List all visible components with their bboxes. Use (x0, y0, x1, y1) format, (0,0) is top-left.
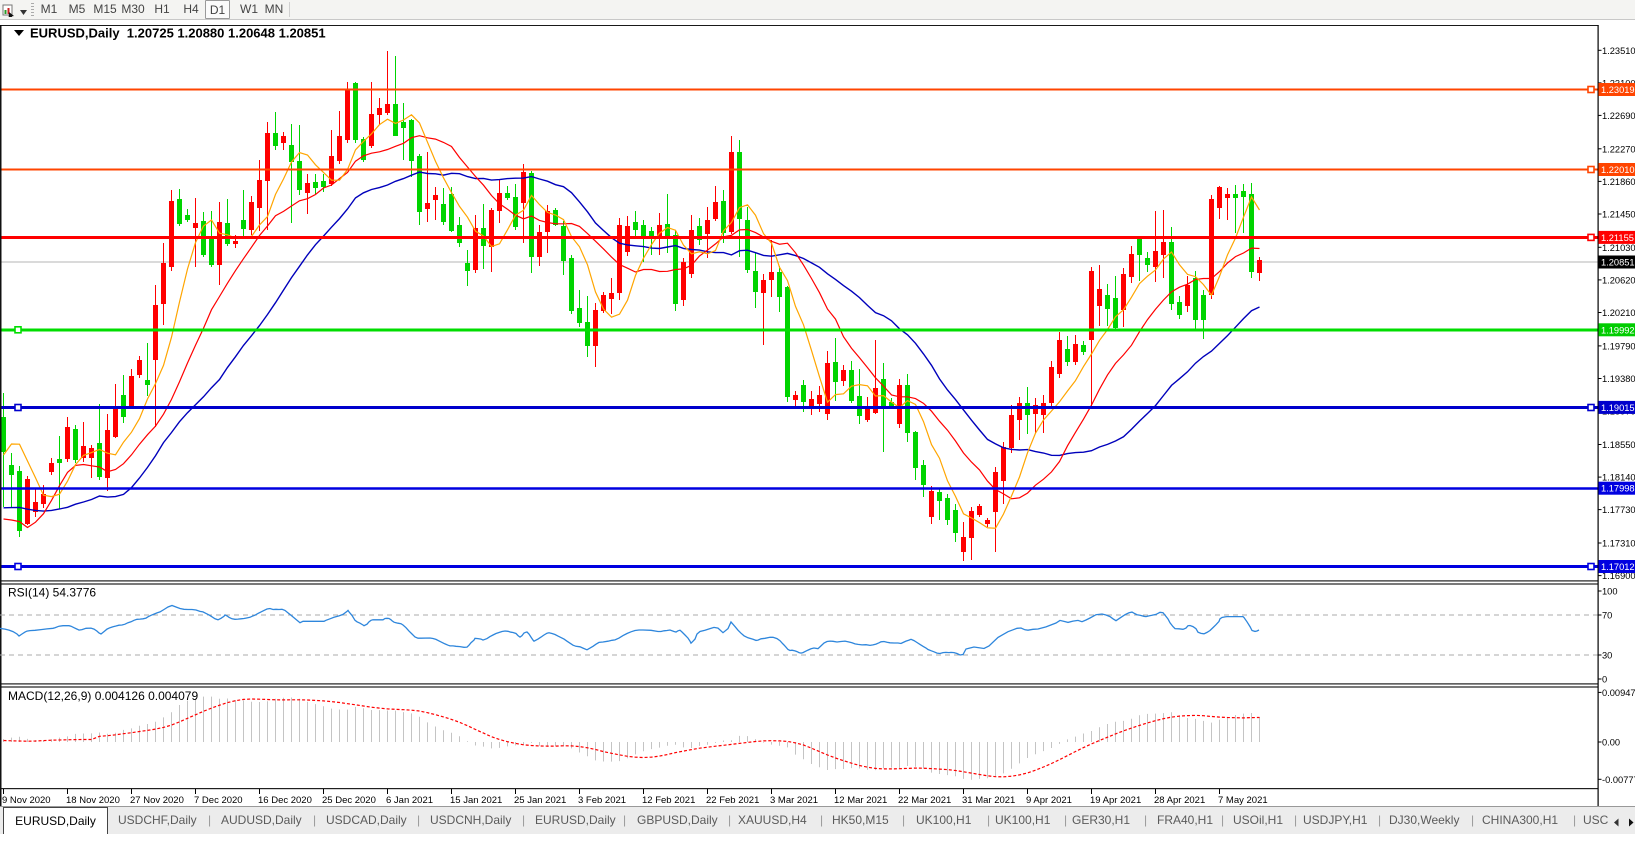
svg-text:1.17012: 1.17012 (1601, 562, 1635, 572)
svg-text:12 Mar 2021: 12 Mar 2021 (834, 795, 887, 806)
svg-text:MACD(12,26,9) 0.004126 0.00407: MACD(12,26,9) 0.004126 0.004079 (8, 689, 198, 703)
svg-text:EURUSD,Daily 1.20725 1.20880: EURUSD,Daily 1.20725 1.20880 1.20648 1.2… (30, 26, 326, 41)
svg-text:9 Apr 2021: 9 Apr 2021 (1026, 795, 1072, 806)
svg-text:1.18140: 1.18140 (1602, 473, 1635, 483)
svg-text:1.21860: 1.21860 (1602, 177, 1635, 187)
svg-text:25 Dec 2020: 25 Dec 2020 (322, 795, 376, 806)
svg-text:7 Dec 2020: 7 Dec 2020 (194, 795, 243, 806)
svg-text:100: 100 (1602, 587, 1618, 597)
svg-text:1.20620: 1.20620 (1602, 275, 1635, 285)
svg-text:1.22270: 1.22270 (1602, 144, 1635, 154)
svg-text:3 Mar 2021: 3 Mar 2021 (770, 795, 818, 806)
svg-text:1.23019: 1.23019 (1601, 85, 1635, 95)
svg-text:1.18550: 1.18550 (1602, 440, 1635, 450)
svg-text:1.21450: 1.21450 (1602, 210, 1635, 220)
svg-text:1.20851: 1.20851 (1601, 258, 1635, 268)
svg-text:25 Jan 2021: 25 Jan 2021 (514, 795, 566, 806)
svg-text:31 Mar 2021: 31 Mar 2021 (962, 795, 1015, 806)
svg-text:1.17310: 1.17310 (1602, 539, 1635, 549)
svg-text:1.17998: 1.17998 (1601, 484, 1635, 494)
svg-text:18 Nov 2020: 18 Nov 2020 (66, 795, 120, 806)
svg-text:22 Feb 2021: 22 Feb 2021 (706, 795, 759, 806)
svg-text:12 Feb 2021: 12 Feb 2021 (642, 795, 695, 806)
svg-text:0.009478: 0.009478 (1602, 688, 1635, 698)
svg-text:22 Mar 2021: 22 Mar 2021 (898, 795, 951, 806)
svg-text:27 Nov 2020: 27 Nov 2020 (130, 795, 184, 806)
svg-text:9 Nov 2020: 9 Nov 2020 (2, 795, 51, 806)
svg-text:1.21030: 1.21030 (1602, 243, 1635, 253)
svg-text:RSI(14) 54.3776: RSI(14) 54.3776 (8, 586, 96, 600)
svg-text:16 Dec 2020: 16 Dec 2020 (258, 795, 312, 806)
svg-text:1.22690: 1.22690 (1602, 111, 1635, 121)
svg-text:0.00: 0.00 (1602, 738, 1620, 748)
svg-text:28 Apr 2021: 28 Apr 2021 (1154, 795, 1205, 806)
svg-text:0: 0 (1602, 675, 1607, 685)
svg-text:19 Apr 2021: 19 Apr 2021 (1090, 795, 1141, 806)
svg-text:-0.00777: -0.00777 (1602, 775, 1635, 785)
svg-text:1.19015: 1.19015 (1601, 403, 1635, 413)
svg-text:70: 70 (1602, 611, 1612, 621)
svg-text:1.19790: 1.19790 (1602, 341, 1635, 351)
svg-text:6 Jan 2021: 6 Jan 2021 (386, 795, 433, 806)
svg-text:1.21155: 1.21155 (1601, 233, 1634, 243)
svg-text:1.22010: 1.22010 (1601, 165, 1635, 175)
svg-text:1.23510: 1.23510 (1602, 46, 1635, 56)
svg-text:30: 30 (1602, 651, 1612, 661)
svg-text:1.19992: 1.19992 (1601, 325, 1635, 335)
svg-text:7 May 2021: 7 May 2021 (1218, 795, 1268, 806)
svg-text:3 Feb 2021: 3 Feb 2021 (578, 795, 626, 806)
svg-text:1.17730: 1.17730 (1602, 505, 1635, 515)
svg-text:1.19380: 1.19380 (1602, 374, 1635, 384)
svg-text:15 Jan 2021: 15 Jan 2021 (450, 795, 502, 806)
svg-text:1.20210: 1.20210 (1602, 308, 1635, 318)
